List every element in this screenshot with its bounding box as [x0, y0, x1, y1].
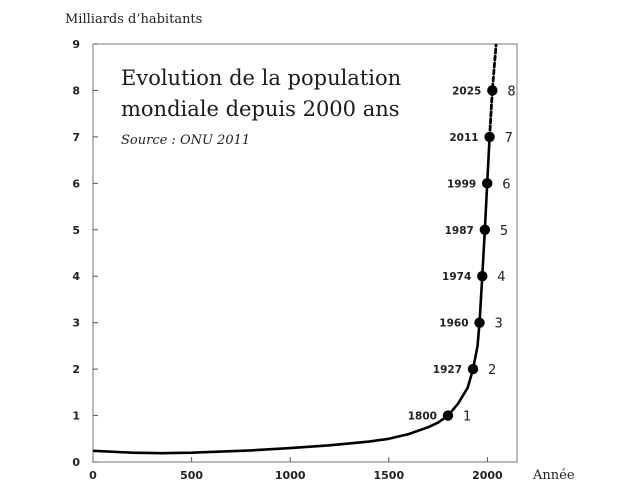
y-tick-label: 5: [72, 224, 80, 237]
milestone-year-label: 2025: [452, 85, 481, 97]
x-tick-label: 1000: [275, 469, 306, 482]
y-tick-label: 9: [72, 38, 80, 51]
milestone-value-label: 2: [488, 363, 496, 378]
chart-subtitle: Source : ONU 2011: [121, 133, 250, 148]
milestone-year-label: 1999: [447, 178, 476, 190]
x-tick-label: 2000: [472, 469, 503, 482]
y-axis-label: Milliards d’habitants: [65, 12, 202, 27]
milestone-value-label: 7: [505, 131, 513, 146]
milestone-year-label: 1974: [442, 271, 471, 283]
milestone-value-label: 8: [507, 84, 515, 99]
chart-title-line-2: mondiale depuis 2000 ans: [121, 97, 400, 121]
milestone-year-label: 1927: [433, 364, 462, 376]
y-tick-label: 0: [72, 456, 80, 469]
x-tick-label: 1500: [374, 469, 405, 482]
milestone-point: [442, 410, 454, 421]
chart-title-line-1: Evolution de la population: [121, 66, 401, 90]
x-axis-label: Année: [532, 468, 575, 483]
y-tick-label: 4: [72, 270, 80, 283]
milestone-value-label: 3: [495, 317, 503, 332]
y-tick-label: 2: [72, 363, 80, 376]
milestone-year-label: 1960: [439, 318, 468, 330]
milestone-value-label: 6: [502, 177, 510, 192]
population-line: [93, 135, 491, 455]
milestone-point: [474, 317, 485, 328]
milestone-point: [484, 131, 495, 143]
y-tick-label: 7: [72, 131, 80, 144]
milestone-point: [477, 271, 488, 282]
x-tick-label: 500: [180, 469, 203, 482]
y-tick-label: 8: [72, 84, 80, 97]
milestone-point: [479, 224, 491, 235]
x-tick-label: 0: [89, 469, 97, 482]
milestone-value-label: 5: [500, 224, 508, 239]
plot-frame: [92, 43, 518, 463]
milestone-point: [482, 178, 493, 189]
projection-line-dashed: [488, 44, 498, 139]
milestone-year-label: 1987: [445, 225, 474, 237]
y-tick-label: 3: [72, 317, 80, 330]
milestone-value-label: 1: [463, 410, 471, 425]
milestone-point: [467, 363, 479, 375]
milestone-point: [487, 85, 498, 96]
y-tick-label: 6: [72, 177, 80, 190]
milestone-year-label: 2011: [449, 132, 478, 144]
milestone-year-label: 1800: [408, 411, 437, 423]
milestone-value-label: 4: [497, 270, 505, 285]
y-tick-label: 1: [72, 410, 80, 423]
